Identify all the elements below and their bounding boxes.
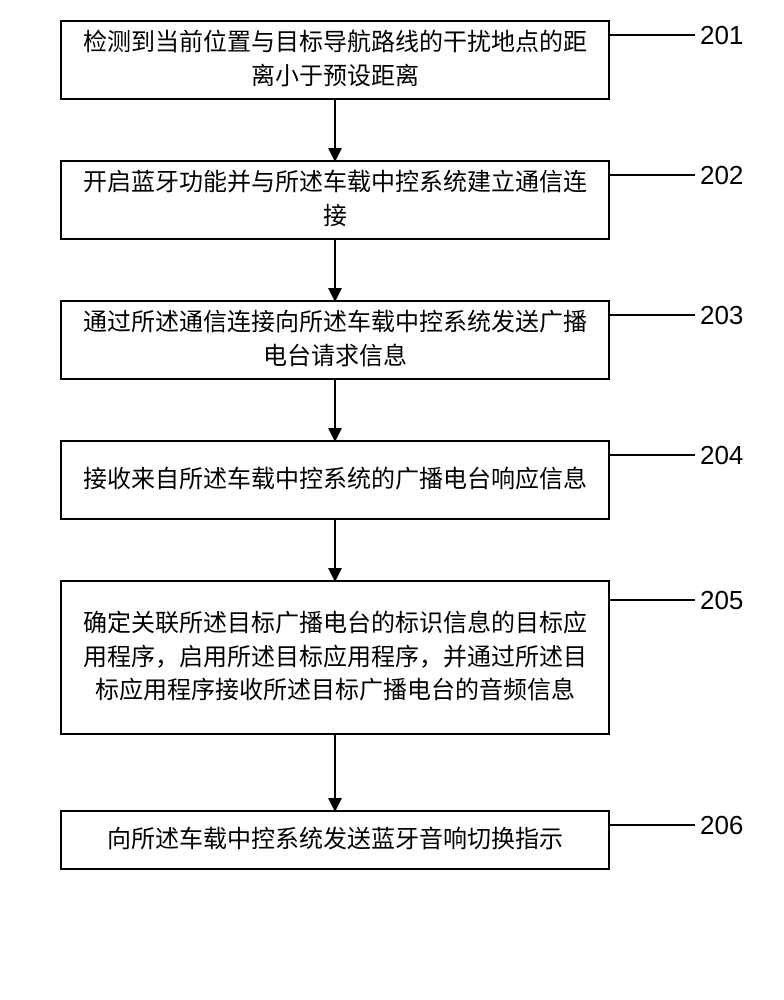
node-text: 确定关联所述目标广播电台的标识信息的目标应用程序，启用所述目标应用程序，并通过所… [78, 607, 592, 708]
arrow-201-202 [325, 100, 345, 162]
node-label-202: 202 [700, 160, 743, 191]
node-label-204: 204 [700, 440, 743, 471]
flowchart-node-202: 开启蓝牙功能并与所述车载中控系统建立通信连接 [60, 160, 610, 240]
flowchart-node-201: 检测到当前位置与目标导航路线的干扰地点的距离小于预设距离 [60, 20, 610, 100]
flowchart-node-206: 向所述车载中控系统发送蓝牙音响切换指示 [60, 810, 610, 870]
flowchart-node-205: 确定关联所述目标广播电台的标识信息的目标应用程序，启用所述目标应用程序，并通过所… [60, 580, 610, 735]
node-label-205: 205 [700, 585, 743, 616]
connector-line-203 [610, 313, 695, 317]
flowchart-node-203: 通过所述通信连接向所述车载中控系统发送广播电台请求信息 [60, 300, 610, 380]
node-text: 接收来自所述车载中控系统的广播电台响应信息 [83, 463, 587, 497]
flowchart-container: 检测到当前位置与目标导航路线的干扰地点的距离小于预设距离 201 开启蓝牙功能并… [0, 0, 784, 1000]
node-text: 检测到当前位置与目标导航路线的干扰地点的距离小于预设距离 [78, 26, 592, 93]
node-label-206: 206 [700, 810, 743, 841]
connector-line-204 [610, 453, 695, 457]
node-label-203: 203 [700, 300, 743, 331]
node-text: 开启蓝牙功能并与所述车载中控系统建立通信连接 [78, 166, 592, 233]
connector-line-202 [610, 173, 695, 177]
node-text: 向所述车载中控系统发送蓝牙音响切换指示 [107, 823, 563, 857]
arrow-204-205 [325, 520, 345, 582]
node-label-201: 201 [700, 20, 743, 51]
node-text: 通过所述通信连接向所述车载中控系统发送广播电台请求信息 [78, 306, 592, 373]
connector-line-206 [610, 823, 695, 827]
connector-line-205 [610, 598, 695, 602]
flowchart-node-204: 接收来自所述车载中控系统的广播电台响应信息 [60, 440, 610, 520]
arrow-202-203 [325, 240, 345, 302]
arrow-203-204 [325, 380, 345, 442]
connector-line-201 [610, 33, 695, 37]
arrow-205-206 [325, 735, 345, 812]
